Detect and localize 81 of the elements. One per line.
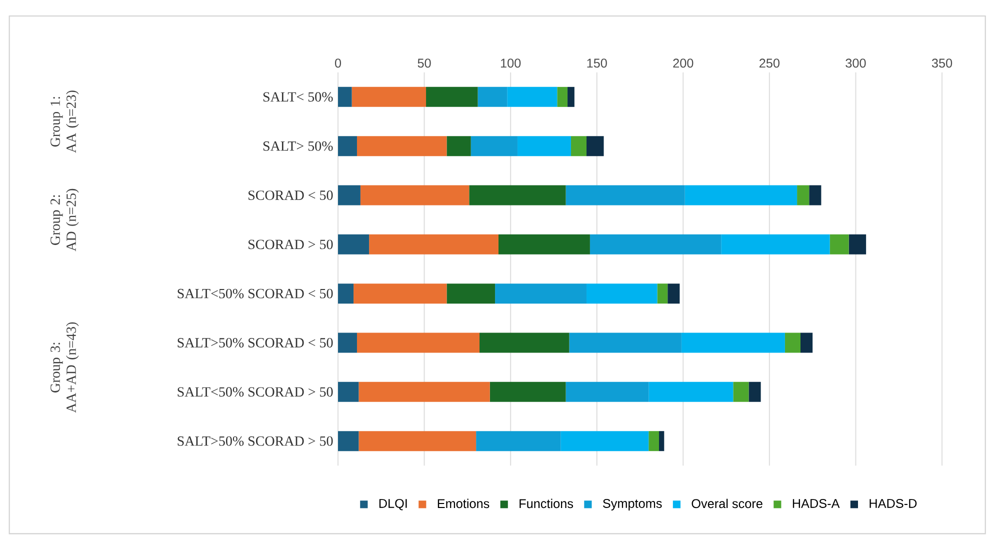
x-tick-label: 300 [846, 58, 866, 68]
bar [469, 185, 566, 206]
bar [338, 234, 370, 254]
bar [356, 332, 480, 353]
bar [338, 382, 359, 402]
bar [446, 136, 471, 156]
bar [338, 284, 354, 304]
bar [657, 284, 668, 304]
legend-label: DLQI [379, 498, 407, 510]
bar [352, 86, 426, 107]
bar [569, 332, 682, 353]
bar [684, 185, 798, 206]
bar [800, 332, 813, 353]
bar [586, 284, 658, 304]
bar [470, 136, 518, 156]
legend-label: Symptoms [603, 498, 662, 510]
bar [848, 234, 866, 254]
bar [797, 185, 810, 206]
x-tick-label: 250 [759, 58, 780, 68]
y-tick-label: SALT< 50% [263, 92, 333, 102]
text: Group 1: AA (n=23) [50, 90, 79, 153]
y-tick-label: SALT<50% SCORAD < 50 [178, 288, 333, 298]
bar [495, 284, 587, 304]
bar [748, 382, 761, 402]
bar [369, 234, 498, 254]
legend-label: HADS-A [792, 498, 840, 508]
y-tick-label: SALT>50% SCORAD < 50 [178, 338, 333, 348]
bar [338, 185, 360, 206]
x-tick-label: 100 [500, 58, 521, 68]
bar [338, 136, 357, 156]
bar [358, 382, 490, 402]
bar [446, 284, 496, 304]
y-tick-label: SCORAD > 50 [248, 240, 333, 250]
bar [648, 382, 734, 402]
bar [733, 382, 749, 402]
x-tick-label: 50 [418, 58, 431, 68]
x-tick-label: 200 [673, 58, 694, 68]
y-tick-label: SCORAD < 50 [248, 190, 333, 200]
bar [560, 431, 649, 452]
legend-label: Emotions [438, 498, 490, 508]
bar [658, 431, 664, 452]
bar [356, 136, 447, 156]
bar [568, 86, 574, 107]
bar [480, 332, 570, 353]
bar [809, 185, 822, 206]
bar [784, 332, 800, 353]
x-tick-label: 0 [334, 58, 342, 68]
legend-label: Overal score [692, 498, 762, 508]
bar [517, 136, 571, 156]
bar [566, 185, 685, 206]
text: Group 3: AA+AD (n=43) [50, 322, 79, 413]
bar [354, 284, 447, 304]
bar [648, 431, 659, 452]
bar [830, 234, 849, 254]
bar [590, 234, 722, 254]
y-tick-label: SALT> 50% [263, 141, 333, 151]
bar [338, 332, 357, 353]
legend-label: HADS-D [870, 498, 917, 508]
legend-label: Functions [520, 498, 574, 508]
bar [476, 431, 561, 452]
bar [426, 86, 478, 107]
bar [338, 431, 359, 452]
bar [478, 86, 508, 107]
bar [358, 431, 476, 452]
text: Group 2: AD (n=25) [50, 188, 79, 252]
x-tick-label: 350 [932, 58, 952, 68]
bar [557, 86, 568, 107]
bar [668, 284, 680, 304]
bar [681, 332, 785, 353]
bar [566, 382, 649, 402]
x-tick-label: 150 [587, 58, 607, 68]
bar [498, 234, 590, 254]
bar [360, 185, 470, 206]
bar [490, 382, 566, 402]
bar [338, 86, 352, 107]
y-tick-label: SALT>50% SCORAD > 50 [178, 436, 333, 446]
y-tick-label: SALT<50% SCORAD > 50 [178, 387, 333, 397]
bar [507, 86, 558, 107]
bar [721, 234, 830, 254]
bar [586, 136, 604, 156]
bar [570, 136, 587, 156]
